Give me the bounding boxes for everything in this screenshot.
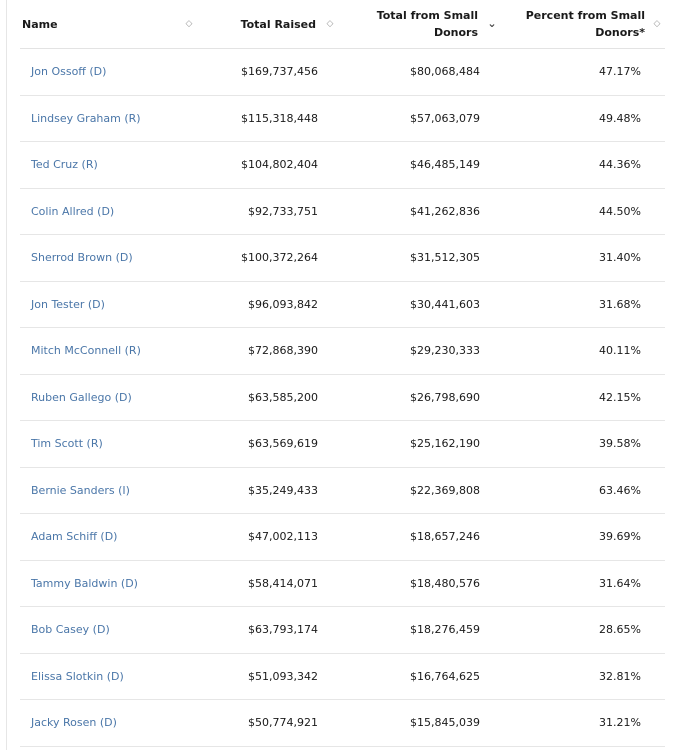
candidate-name-link[interactable]: Ruben Gallego (D) bbox=[20, 374, 205, 421]
small-donors-cell: $80,068,484 bbox=[338, 48, 500, 96]
total-raised-cell: $63,585,200 bbox=[205, 374, 338, 421]
table-row: Sherrod Brown (D) $100,372,264 $31,512,305… bbox=[20, 234, 665, 282]
total-raised-cell: $115,318,448 bbox=[205, 95, 338, 142]
total-raised-cell: $96,093,842 bbox=[205, 281, 338, 328]
header-percent-line2: Donors* bbox=[595, 26, 645, 39]
total-raised-cell: $92,733,751 bbox=[205, 188, 338, 235]
candidate-name-link[interactable]: Jacky Rosen (D) bbox=[20, 699, 205, 747]
candidate-name-link[interactable]: Ted Cruz (R) bbox=[20, 141, 205, 189]
header-small-donors-label: Total from Small Donors bbox=[377, 7, 478, 41]
candidate-name-link[interactable]: Adam Schiff (D) bbox=[20, 513, 205, 561]
header-total-raised-label: Total Raised bbox=[240, 17, 316, 31]
total-raised-cell: $72,868,390 bbox=[205, 327, 338, 375]
candidate-name-link[interactable]: Tammy Baldwin (D) bbox=[20, 560, 205, 607]
candidate-name-link[interactable]: Bernie Sanders (I) bbox=[20, 467, 205, 514]
table-row: Ted Cruz (R) $104,802,404 $46,485,149 44.36… bbox=[20, 141, 665, 189]
percent-small-cell: 28.65% bbox=[500, 606, 665, 654]
left-border bbox=[6, 0, 7, 750]
total-raised-cell: $35,249,433 bbox=[205, 467, 338, 514]
total-raised-cell: $58,414,071 bbox=[205, 560, 338, 607]
total-raised-cell: $51,093,342 bbox=[205, 653, 338, 700]
small-donors-cell: $22,369,808 bbox=[338, 467, 500, 514]
header-percent-small[interactable]: Percent from Small Donors* ◇ bbox=[500, 0, 665, 49]
small-donors-cell: $57,063,079 bbox=[338, 95, 500, 142]
small-donors-cell: $31,512,305 bbox=[338, 234, 500, 282]
header-percent-line1: Percent from Small bbox=[525, 9, 645, 22]
table-header-row: Name ◇ Total Raised ◇ Total from Small D… bbox=[20, 0, 665, 49]
total-raised-cell: $50,774,921 bbox=[205, 699, 338, 747]
donor-table: Name ◇ Total Raised ◇ Total from Small D… bbox=[20, 0, 665, 747]
table-row: Mitch McConnell (R) $72,868,390 $29,230,33… bbox=[20, 327, 665, 375]
percent-small-cell: 42.15% bbox=[500, 374, 665, 421]
table-row: Ruben Gallego (D) $63,585,200 $26,798,690 4… bbox=[20, 374, 665, 421]
header-name-label: Name bbox=[22, 17, 58, 31]
table-row: Tammy Baldwin (D) $58,414,071 $18,480,576 3… bbox=[20, 560, 665, 607]
header-total-raised[interactable]: Total Raised ◇ bbox=[205, 0, 338, 49]
total-raised-cell: $47,002,113 bbox=[205, 513, 338, 561]
percent-small-cell: 31.40% bbox=[500, 234, 665, 282]
small-donors-cell: $18,657,246 bbox=[338, 513, 500, 561]
header-small-donors-line2: Donors bbox=[433, 26, 478, 39]
small-donors-cell: $46,485,149 bbox=[338, 141, 500, 189]
percent-small-cell: 44.50% bbox=[500, 188, 665, 235]
table-row: Jacky Rosen (D) $50,774,921 $15,845,039 31.… bbox=[20, 699, 665, 747]
candidate-name-link[interactable]: Elissa Slotkin (D) bbox=[20, 653, 205, 700]
total-raised-cell: $63,793,174 bbox=[205, 606, 338, 654]
small-donors-cell: $18,480,576 bbox=[338, 560, 500, 607]
candidate-name-link[interactable]: Mitch McConnell (R) bbox=[20, 327, 205, 375]
total-raised-cell: $63,569,619 bbox=[205, 420, 338, 468]
table-row: Bernie Sanders (I) $35,249,433 $22,369,808… bbox=[20, 467, 665, 514]
total-raised-cell: $169,737,456 bbox=[205, 48, 338, 96]
candidate-name-link[interactable]: Jon Ossoff (D) bbox=[20, 48, 205, 96]
percent-small-cell: 32.81% bbox=[500, 653, 665, 700]
header-name[interactable]: Name ◇ bbox=[20, 0, 205, 49]
table-row: Lindsey Graham (R) $115,318,448 $57,063,07… bbox=[20, 95, 665, 142]
candidate-name-link[interactable]: Bob Casey (D) bbox=[20, 606, 205, 654]
candidate-name-link[interactable]: Colin Allred (D) bbox=[20, 188, 205, 235]
table-row: Jon Tester (D) $96,093,842 $30,441,603 31.6… bbox=[20, 281, 665, 328]
table-row: Tim Scott (R) $63,569,619 $25,162,190 39.58… bbox=[20, 420, 665, 468]
candidate-name-link[interactable]: Sherrod Brown (D) bbox=[20, 234, 205, 282]
percent-small-cell: 44.36% bbox=[500, 141, 665, 189]
sort-both-icon[interactable]: ◇ bbox=[185, 19, 193, 29]
small-donors-cell: $15,845,039 bbox=[338, 699, 500, 747]
table-row: Bob Casey (D) $63,793,174 $18,276,459 28.65… bbox=[20, 606, 665, 654]
table-row: Adam Schiff (D) $47,002,113 $18,657,246 39.… bbox=[20, 513, 665, 561]
small-donors-cell: $16,764,625 bbox=[338, 653, 500, 700]
percent-small-cell: 31.68% bbox=[500, 281, 665, 328]
total-raised-cell: $100,372,264 bbox=[205, 234, 338, 282]
total-raised-cell: $104,802,404 bbox=[205, 141, 338, 189]
small-donors-cell: $30,441,603 bbox=[338, 281, 500, 328]
header-small-donors-line1: Total from Small bbox=[376, 9, 478, 22]
percent-small-cell: 40.11% bbox=[500, 327, 665, 375]
table-row: Elissa Slotkin (D) $51,093,342 $16,764,625… bbox=[20, 653, 665, 700]
table-row: Colin Allred (D) $92,733,751 $41,262,836 44… bbox=[20, 188, 665, 235]
sort-both-icon[interactable]: ◇ bbox=[326, 19, 334, 29]
header-percent-small-label: Percent from Small Donors* bbox=[526, 7, 645, 41]
percent-small-cell: 31.64% bbox=[500, 560, 665, 607]
percent-small-cell: 39.69% bbox=[500, 513, 665, 561]
candidate-name-link[interactable]: Tim Scott (R) bbox=[20, 420, 205, 468]
small-donors-cell: $18,276,459 bbox=[338, 606, 500, 654]
candidate-name-link[interactable]: Jon Tester (D) bbox=[20, 281, 205, 328]
percent-small-cell: 49.48% bbox=[500, 95, 665, 142]
sort-both-icon[interactable]: ◇ bbox=[653, 19, 661, 29]
sort-descending-icon[interactable]: ⌄ bbox=[487, 17, 497, 30]
header-small-donors[interactable]: Total from Small Donors ⌄ bbox=[338, 0, 500, 49]
table-row: Jon Ossoff (D) $169,737,456 $80,068,484 47.… bbox=[20, 48, 665, 96]
small-donors-cell: $29,230,333 bbox=[338, 327, 500, 375]
small-donors-cell: $26,798,690 bbox=[338, 374, 500, 421]
small-donors-cell: $25,162,190 bbox=[338, 420, 500, 468]
percent-small-cell: 31.21% bbox=[500, 699, 665, 747]
percent-small-cell: 47.17% bbox=[500, 48, 665, 96]
candidate-name-link[interactable]: Lindsey Graham (R) bbox=[20, 95, 205, 142]
percent-small-cell: 63.46% bbox=[500, 467, 665, 514]
percent-small-cell: 39.58% bbox=[500, 420, 665, 468]
small-donors-cell: $41,262,836 bbox=[338, 188, 500, 235]
